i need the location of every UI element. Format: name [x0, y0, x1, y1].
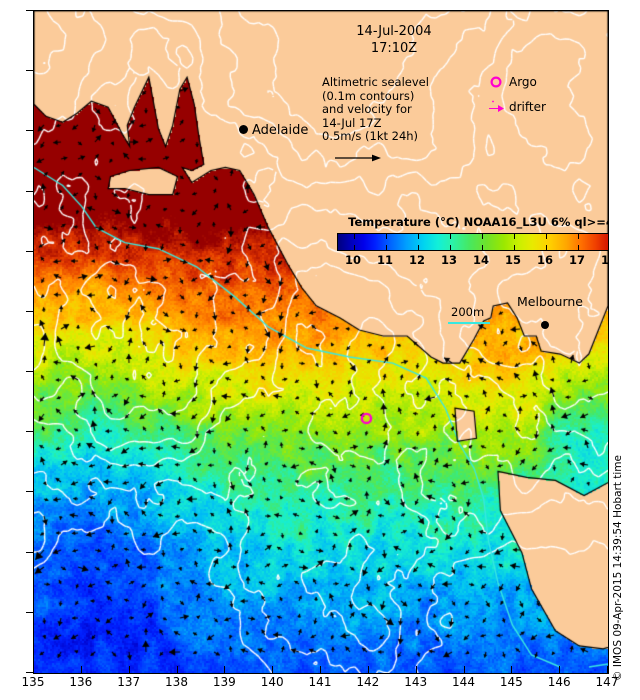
colorbar-tick-label: 15: [504, 253, 521, 267]
x-axis-tick-label: 142: [356, 675, 380, 689]
colorbar-title: Temperature (°C) NOAA16_L3U 6% ql>=4: [348, 215, 609, 229]
colorbar-tick-labels: 10 11 12 13 14 15 16 17 18: [337, 253, 609, 267]
x-axis-tick-label: 145: [499, 675, 523, 689]
isobath-swatch: [448, 322, 490, 324]
x-axis-tick-label: 141: [308, 675, 332, 689]
x-axis-tick-mark: [559, 666, 561, 673]
velocity-legend-line-4: 14-Jul 17Z: [322, 115, 382, 130]
colorbar-tick-mark: [386, 245, 387, 250]
credit-text: © IMOS 09-Apr-2015 14:39:54 Hobart time: [612, 455, 624, 681]
colorbar-tick-mark: [450, 245, 451, 250]
y-axis-tick-mark: [26, 70, 33, 72]
date-stamp-date: 14-Jul-2004: [356, 24, 432, 39]
colorbar-tick-label: 13: [440, 253, 457, 267]
colorbar-tick-mark: [578, 245, 579, 250]
x-axis-tick-label: 135: [21, 675, 45, 689]
date-stamp-time: 17:10Z: [370, 41, 418, 56]
colorbar-tick-label: 18: [600, 253, 609, 267]
x-axis-tick-mark: [511, 666, 513, 673]
y-axis-tick-mark: [26, 310, 33, 312]
x-axis-tick-mark: [367, 666, 369, 673]
isobath-label: 200m: [451, 305, 485, 319]
x-axis-tick-label: 136: [69, 675, 93, 689]
y-axis-tick-mark: [26, 551, 33, 553]
colorbar-tick-mark: [418, 245, 419, 250]
colorbar-tick-mark: [578, 234, 579, 239]
x-axis-tick-mark: [415, 666, 417, 673]
y-axis-tick-mark: [26, 672, 33, 673]
adelaide-marker: [239, 125, 248, 134]
x-axis-tick-label: 146: [547, 675, 571, 689]
colorbar-tick-label: 12: [408, 253, 425, 267]
colorbar-tick-label: 14: [472, 253, 489, 267]
velocity-legend-line-2: (0.1m contours): [322, 88, 415, 103]
adelaide-label: Adelaide: [252, 123, 309, 138]
melbourne-label: Melbourne: [517, 294, 583, 309]
velocity-legend: Altimetric sealevel (0.1m contours) and …: [322, 75, 429, 144]
x-axis-tick-mark: [176, 666, 178, 673]
x-axis-tick-label: 137: [117, 675, 141, 689]
colorbar-gradient: [337, 233, 608, 251]
sst-raster-canvas: [34, 11, 608, 673]
velocity-legend-line-5: 0.5m/s (1kt 24h): [322, 129, 419, 143]
y-axis-tick-mark: [26, 10, 33, 11]
circle-marker-icon: [490, 76, 502, 88]
y-axis-tick-mark: [26, 250, 33, 252]
colorbar-tick-mark: [514, 245, 515, 250]
arrow-marker-icon: [489, 100, 504, 112]
colorbar-tick-mark: [546, 234, 547, 239]
colorbar-tick-mark: [418, 234, 419, 239]
drifter-legend-label: drifter: [509, 100, 546, 114]
y-axis-tick-mark: [26, 190, 33, 192]
y-axis-tick-mark: [26, 371, 33, 373]
colorbar-tick-mark: [354, 245, 355, 250]
x-axis-tick-label: 139: [212, 675, 236, 689]
x-axis-tick-label: 140: [260, 675, 284, 689]
melbourne-marker: [541, 321, 549, 329]
velocity-legend-line-3: and velocity for: [322, 102, 412, 116]
x-axis-tick-label: 138: [165, 675, 188, 689]
y-axis-tick-mark: [26, 491, 33, 493]
x-axis-tick-label: 143: [404, 675, 428, 689]
x-axis-tick-mark: [463, 666, 465, 673]
colorbar-tick-mark: [450, 234, 451, 239]
x-axis-tick-label: 144: [452, 675, 475, 689]
y-axis-tick-mark: [26, 611, 33, 613]
date-stamp: 14-Jul-2004 17:10Z: [319, 23, 469, 57]
colorbar-tick-mark: [546, 245, 547, 250]
colorbar-tick-mark: [482, 245, 483, 250]
colorbar-tick-mark: [482, 234, 483, 239]
colorbar-tick-label: 17: [568, 253, 585, 267]
colorbar-tick-label: 11: [376, 253, 393, 267]
colorbar-tick-mark: [386, 234, 387, 239]
velocity-legend-line-1: Altimetric sealevel: [322, 75, 429, 89]
colorbar-tick-label: 16: [536, 253, 553, 267]
x-axis-tick-mark: [33, 666, 34, 673]
y-axis-tick-mark: [26, 130, 33, 132]
x-axis-tick-mark: [607, 666, 608, 673]
argo-legend-label: Argo: [509, 75, 537, 89]
x-axis-tick-label: 147: [595, 675, 619, 689]
map-plot-area[interactable]: 14-Jul-2004 17:10Z Altimetric sealevel (…: [33, 10, 609, 674]
right-arrow-icon: [335, 154, 381, 162]
x-axis-tick-mark: [224, 666, 226, 673]
x-axis-tick-mark: [272, 666, 274, 673]
y-axis-tick-mark: [26, 431, 33, 433]
colorbar-tick-label: 10: [344, 253, 361, 267]
x-axis-tick-mark: [80, 666, 82, 673]
colorbar-tick-mark: [354, 234, 355, 239]
colorbar: Temperature (°C) NOAA16_L3U 6% ql>=4 10 1…: [337, 215, 609, 267]
colorbar-tick-mark: [514, 234, 515, 239]
x-axis-tick-mark: [128, 666, 130, 673]
x-axis-tick-mark: [320, 666, 321, 673]
